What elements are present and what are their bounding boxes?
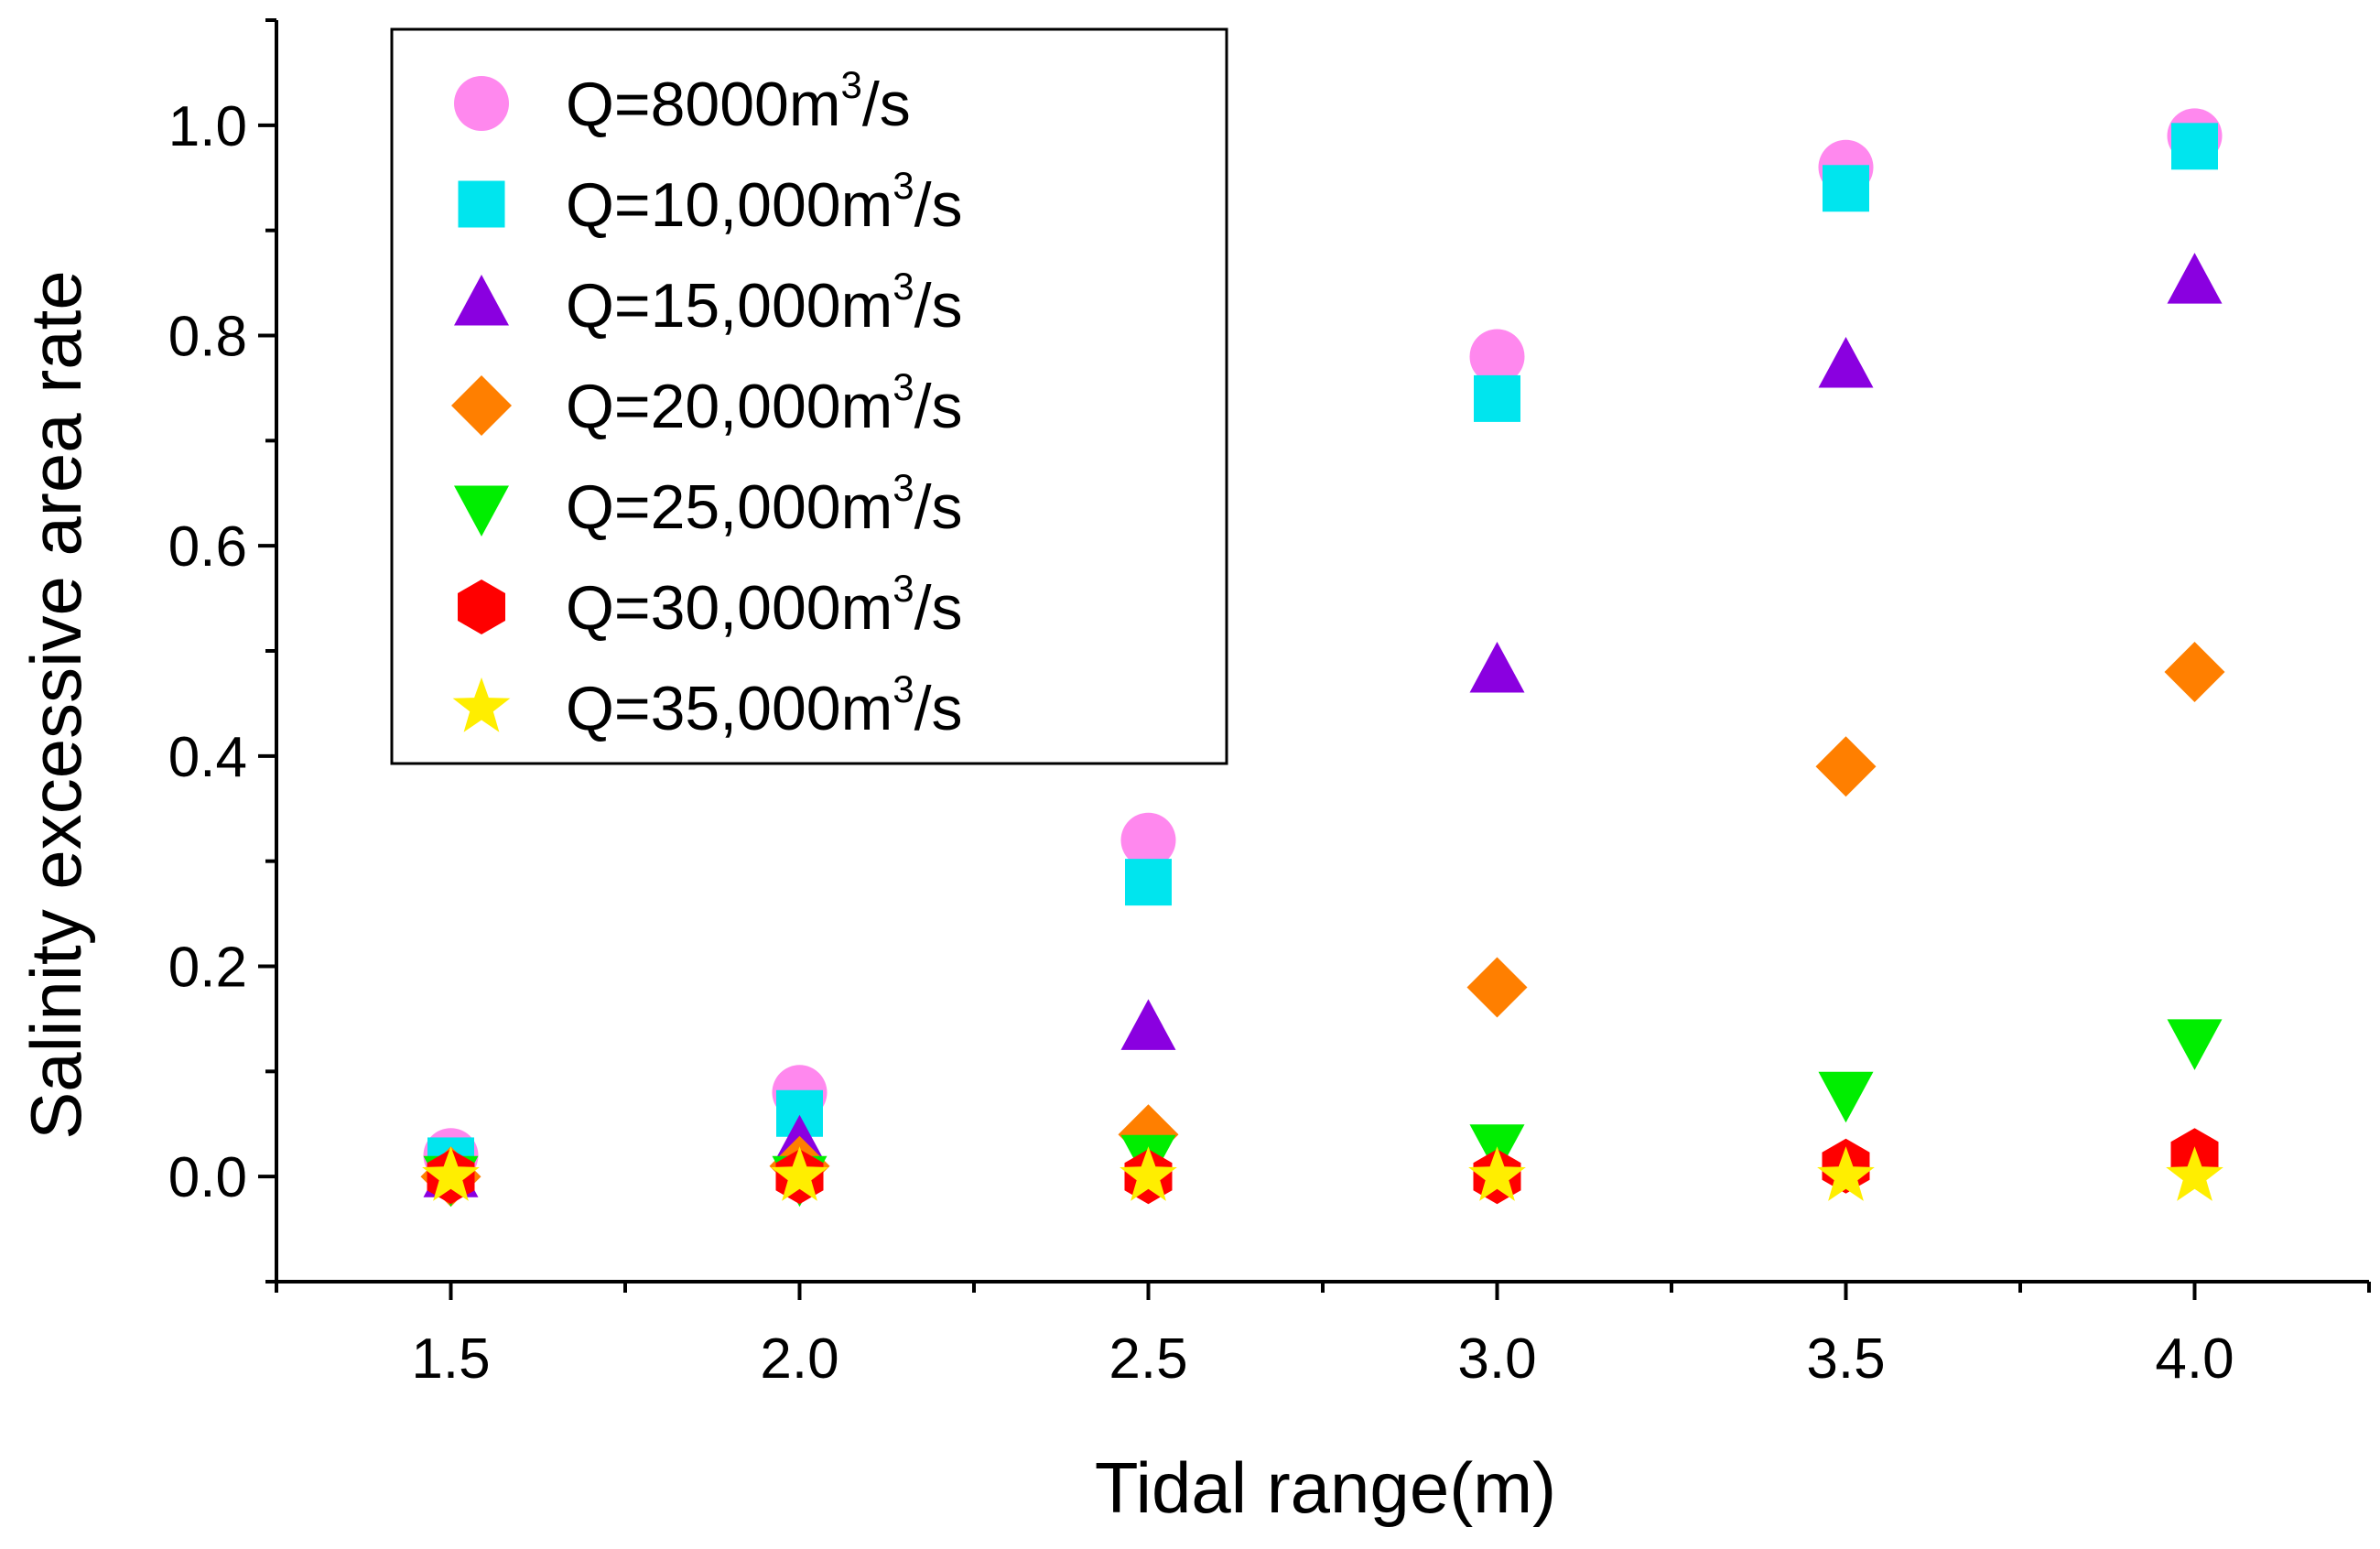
- data-point: [1818, 1071, 1874, 1123]
- legend-entry: Q=35,000m3/s: [452, 667, 963, 743]
- data-point: [1125, 859, 1172, 906]
- legend-label: Q=15,000m3/s: [566, 265, 963, 341]
- data-point: [2164, 642, 2225, 702]
- series-5: [423, 1019, 2223, 1208]
- y-tick-label: 1.0: [168, 95, 247, 158]
- data-point: [2166, 1146, 2223, 1201]
- legend-marker: [452, 677, 511, 732]
- legend-entry: Q=30,000m3/s: [458, 567, 963, 643]
- data-point: [1468, 1146, 1526, 1201]
- data-point: [771, 1146, 828, 1201]
- legend-label: Q=35,000m3/s: [566, 667, 963, 743]
- legend-marker: [454, 275, 509, 326]
- legend-marker: [451, 375, 512, 436]
- legend-label: Q=8000m3/s: [566, 63, 911, 139]
- y-tick-label: 0.4: [168, 726, 247, 789]
- series-6: [427, 1128, 2219, 1205]
- legend-label: Q=20,000m3/s: [566, 365, 963, 441]
- x-axis-title: Tidal range(m): [1095, 1447, 1556, 1528]
- x-tick-label: 1.5: [411, 1327, 490, 1391]
- y-axis-title: Salinity excessive area rate: [16, 270, 96, 1139]
- y-tick-label: 0.6: [168, 515, 247, 579]
- x-tick-label: 4.0: [2155, 1327, 2234, 1391]
- legend-marker: [458, 180, 505, 228]
- legend-label: Q=30,000m3/s: [566, 567, 963, 643]
- ticks: 0.0 0.2 0.4 0.6 0.8 1.0 1.5 2.0 2.5 3.0 3.5 4.0: [168, 18, 2371, 1391]
- legend-entry: Q=8000m3/s: [454, 63, 911, 139]
- legend-label: Q=10,000m3/s: [566, 164, 963, 240]
- data-point: [1823, 165, 1869, 212]
- data-point: [2167, 1019, 2223, 1070]
- data-point: [1474, 374, 1520, 422]
- legend-entry: Q=20,000m3/s: [451, 365, 963, 441]
- data-point: [1817, 1146, 1875, 1201]
- y-tick-label: 0.0: [168, 1146, 247, 1209]
- legend: Q=8000m3/s Q=10,000m3/s Q=15,000m3/s Q=20,0…: [390, 27, 1228, 765]
- data-point: [1120, 999, 1176, 1050]
- legend-marker: [454, 76, 509, 131]
- data-point: [1815, 736, 1877, 797]
- data-points: [420, 108, 2225, 1208]
- data-point: [2167, 253, 2223, 304]
- legend-marker: [454, 485, 509, 536]
- legend-label: Q=25,000m3/s: [566, 466, 963, 542]
- legend-box: [390, 27, 1228, 765]
- y-tick-label: 0.2: [168, 937, 247, 1000]
- y-tick-label: 0.8: [168, 306, 247, 369]
- x-tick-label: 3.0: [1457, 1327, 1536, 1391]
- data-point: [1469, 329, 1525, 385]
- data-point: [422, 1146, 480, 1201]
- data-point: [1469, 642, 1525, 693]
- legend-entry: Q=10,000m3/s: [458, 164, 963, 240]
- data-point: [1120, 812, 1176, 868]
- x-tick-label: 2.5: [1109, 1327, 1187, 1391]
- legend-entry: Q=15,000m3/s: [454, 265, 963, 341]
- x-tick-label: 3.5: [1806, 1327, 1885, 1391]
- legend-marker: [458, 580, 505, 634]
- data-point: [1818, 337, 1874, 388]
- series-7: [422, 1146, 2223, 1201]
- legend-entry: Q=25,000m3/s: [454, 466, 963, 542]
- data-point: [1120, 1146, 1177, 1201]
- data-point: [1466, 957, 1528, 1018]
- x-tick-label: 2.0: [760, 1327, 838, 1391]
- data-point: [2171, 123, 2218, 170]
